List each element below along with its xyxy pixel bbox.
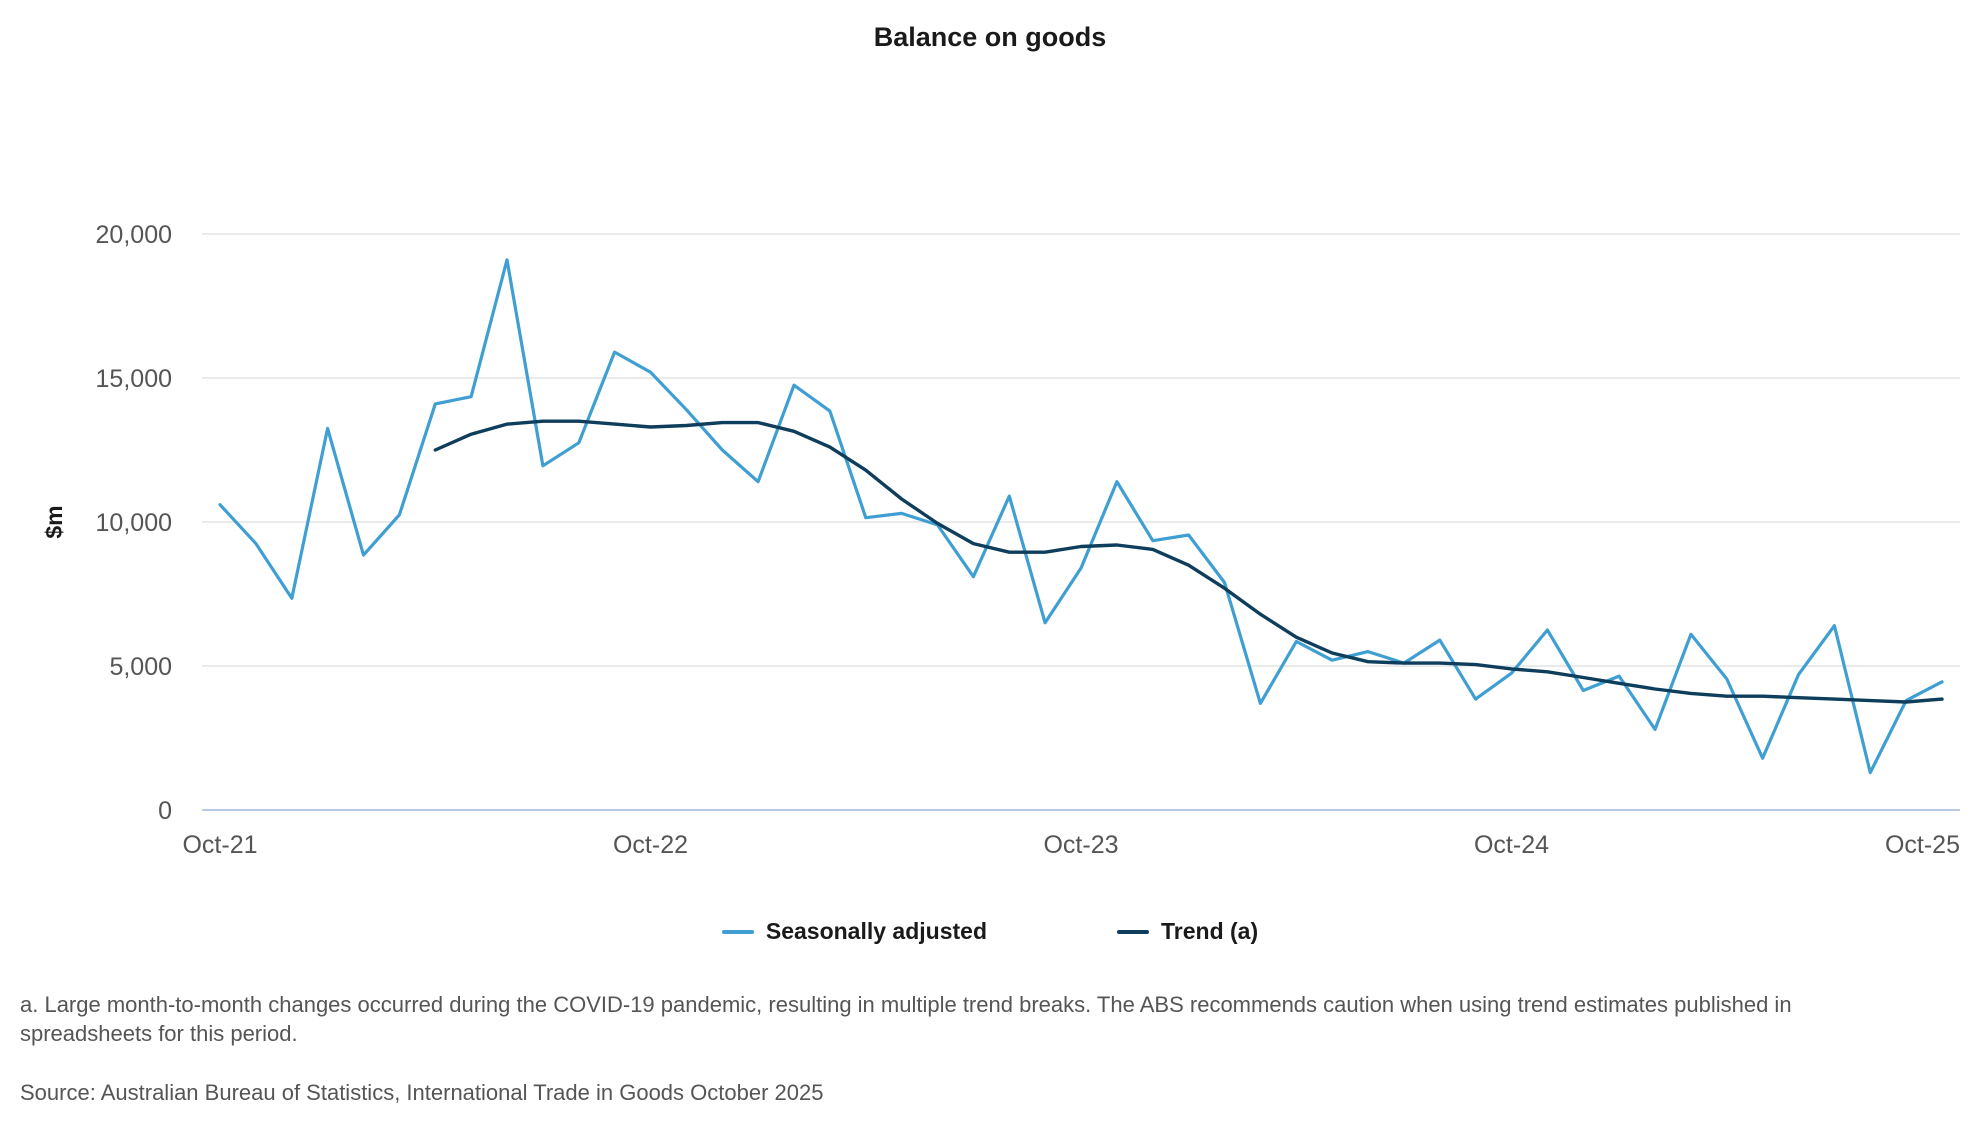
x-tick-label: Oct-24 — [1474, 831, 1549, 859]
series-line-trend — [433, 419, 1944, 704]
x-axis-ticks: Oct-21 Oct-22 Oct-23 Oct-24 Oct-25 — [182, 831, 1960, 859]
series-lines — [218, 258, 1944, 775]
legend-swatch-trend — [1117, 929, 1149, 934]
legend-item-seasonally-adjusted[interactable]: Seasonally adjusted — [721, 918, 987, 945]
legend: Seasonally adjusted Trend (a) — [0, 918, 1980, 945]
footnote: a. Large month-to-month changes occurred… — [20, 992, 1792, 1046]
y-tick-label: 5,000 — [109, 653, 172, 681]
x-tick-label: Oct-21 — [182, 831, 257, 859]
legend-label-trend: Trend (a) — [1161, 918, 1259, 944]
series-line-seasonally-adjusted — [218, 258, 1944, 775]
source-note: Source: Australian Bureau of Statistics,… — [20, 1080, 824, 1105]
x-tick-label: Oct-23 — [1043, 831, 1118, 859]
legend-swatch-seasonally-adjusted — [721, 929, 754, 934]
y-tick-label: 0 — [158, 797, 172, 825]
x-tick-label: Oct-22 — [613, 831, 688, 859]
y-axis-ticks: 0 5,000 10,000 15,000 20,000 — [96, 221, 172, 825]
y-tick-label: 10,000 — [96, 509, 172, 537]
y-tick-label: 20,000 — [96, 221, 172, 249]
legend-item-trend[interactable]: Trend (a) — [1117, 918, 1258, 945]
x-tick-label: Oct-25 — [1885, 831, 1960, 859]
gridlines — [202, 233, 1960, 811]
legend-label-seasonally-adjusted: Seasonally adjusted — [765, 918, 987, 944]
chart-title: Balance on goods — [873, 22, 1107, 52]
y-axis-label: $m — [41, 505, 67, 538]
y-tick-label: 15,000 — [96, 365, 172, 393]
